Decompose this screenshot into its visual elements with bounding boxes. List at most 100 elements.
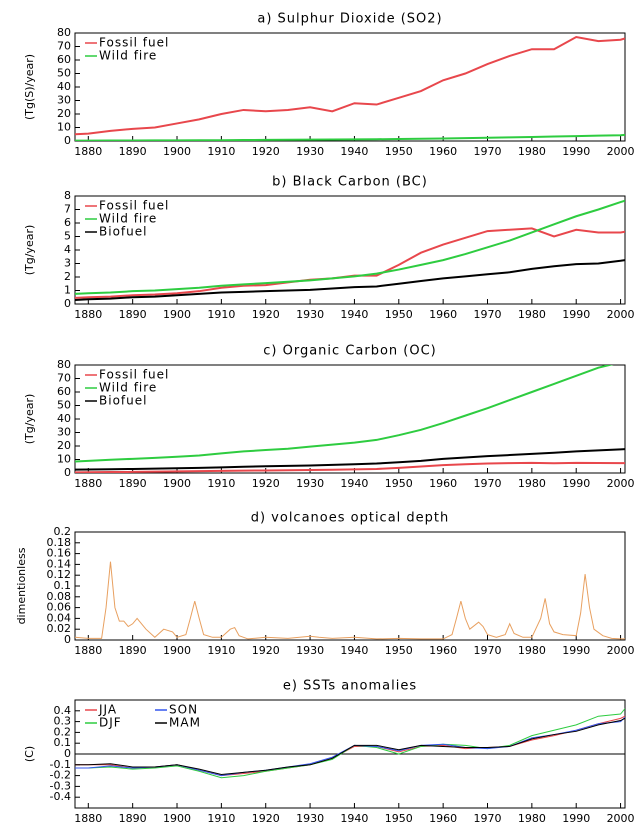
x-tick-label: 1950 bbox=[385, 644, 413, 657]
legend-label: Wild fire bbox=[99, 212, 157, 226]
x-tick-label: 1890 bbox=[119, 145, 147, 158]
y-tick-label: 0.14 bbox=[47, 557, 72, 570]
y-tick-label: 6 bbox=[64, 216, 71, 229]
x-tick-label: 1890 bbox=[119, 644, 147, 657]
legend-label: Wild fire bbox=[99, 381, 157, 395]
x-tick-label: 1950 bbox=[385, 477, 413, 490]
y-tick-label: 20 bbox=[57, 439, 71, 452]
legend-label: DJF bbox=[99, 716, 122, 730]
legend-label: JJA bbox=[98, 703, 117, 717]
y-tick-label: 0.08 bbox=[47, 590, 72, 603]
x-tick-label: 1940 bbox=[340, 308, 368, 321]
y-tick-label: 3 bbox=[64, 257, 71, 270]
y-tick-label: 5 bbox=[64, 230, 71, 243]
y-tick-label: 0 bbox=[64, 747, 71, 760]
x-tick-label: 1960 bbox=[429, 308, 457, 321]
panel-title: c) Organic Carbon (OC) bbox=[263, 344, 436, 359]
y-tick-label: 70 bbox=[57, 40, 71, 53]
x-tick-label: 1940 bbox=[340, 644, 368, 657]
y-tick-label: 10 bbox=[57, 453, 71, 466]
x-tick-label: 1880 bbox=[74, 145, 102, 158]
y-tick-label: 80 bbox=[57, 358, 71, 371]
x-tick-label: 1950 bbox=[385, 812, 413, 823]
x-tick-label: 1920 bbox=[252, 644, 280, 657]
x-tick-label: 1930 bbox=[296, 644, 324, 657]
y-tick-label: 20 bbox=[57, 107, 71, 120]
legend-label: Fossil fuel bbox=[99, 199, 169, 213]
y-tick-label: -0.2 bbox=[50, 769, 71, 782]
y-tick-label: 0 bbox=[64, 297, 71, 310]
x-tick-label: 1970 bbox=[474, 308, 502, 321]
y-tick-label: 50 bbox=[57, 67, 71, 80]
y-tick-label: 40 bbox=[57, 412, 71, 425]
panel-title: e) SSTs anomalies bbox=[283, 679, 417, 694]
x-tick-label: 1880 bbox=[74, 644, 102, 657]
x-tick-label: 1980 bbox=[518, 644, 546, 657]
y-tick-label: 0.2 bbox=[54, 725, 72, 738]
x-tick-label: 1880 bbox=[74, 812, 102, 823]
y-axis-label: (C) bbox=[23, 746, 36, 762]
y-tick-label: -0.1 bbox=[50, 758, 71, 771]
series-line bbox=[75, 461, 625, 473]
x-tick-label: 1880 bbox=[74, 477, 102, 490]
x-tick-label: 1900 bbox=[163, 477, 191, 490]
x-tick-label: 1930 bbox=[296, 477, 324, 490]
x-tick-label: 1960 bbox=[429, 644, 457, 657]
legend-label: SON bbox=[169, 703, 198, 717]
x-tick-label: 1960 bbox=[429, 145, 457, 158]
legend-label: Fossil fuel bbox=[99, 36, 169, 50]
y-tick-label: 80 bbox=[57, 26, 71, 39]
y-tick-label: 30 bbox=[57, 426, 71, 439]
y-tick-label: 0.2 bbox=[54, 525, 72, 538]
y-tick-label: 70 bbox=[57, 372, 71, 385]
x-tick-label: 1990 bbox=[562, 477, 590, 490]
x-tick-label: 1910 bbox=[207, 812, 235, 823]
y-tick-label: -0.4 bbox=[50, 790, 71, 803]
y-tick-label: 60 bbox=[57, 385, 71, 398]
x-tick-label: 1970 bbox=[474, 145, 502, 158]
x-tick-label: 1930 bbox=[296, 812, 324, 823]
x-tick-label: 1900 bbox=[163, 308, 191, 321]
y-tick-label: 0 bbox=[64, 134, 71, 147]
legend-label: Biofuel bbox=[99, 394, 147, 408]
x-tick-label: 1900 bbox=[163, 145, 191, 158]
x-tick-label: 2000 bbox=[607, 308, 635, 321]
x-tick-label: 1900 bbox=[163, 812, 191, 823]
y-tick-label: 0.4 bbox=[54, 704, 72, 717]
panel-title: a) Sulphur Dioxide (SO2) bbox=[257, 12, 442, 27]
x-tick-label: 1980 bbox=[518, 308, 546, 321]
x-tick-label: 1980 bbox=[518, 477, 546, 490]
x-tick-label: 1930 bbox=[296, 308, 324, 321]
x-tick-label: 1890 bbox=[119, 477, 147, 490]
x-tick-label: 1900 bbox=[163, 644, 191, 657]
x-tick-label: 2000 bbox=[607, 145, 635, 158]
series-line bbox=[75, 133, 625, 141]
y-tick-label: 4 bbox=[64, 243, 71, 256]
series-line bbox=[75, 561, 625, 640]
x-tick-label: 1890 bbox=[119, 308, 147, 321]
x-tick-label: 1950 bbox=[385, 308, 413, 321]
x-tick-label: 2000 bbox=[607, 812, 635, 823]
x-tick-label: 2000 bbox=[607, 644, 635, 657]
x-tick-label: 1920 bbox=[252, 145, 280, 158]
y-axis-label: (Tg/year) bbox=[23, 225, 36, 276]
y-tick-label: 60 bbox=[57, 53, 71, 66]
series-line bbox=[75, 708, 625, 779]
x-tick-label: 1950 bbox=[385, 145, 413, 158]
x-tick-label: 1970 bbox=[474, 644, 502, 657]
x-tick-label: 1970 bbox=[474, 477, 502, 490]
y-tick-label: 50 bbox=[57, 399, 71, 412]
y-tick-label: 0.02 bbox=[47, 622, 72, 635]
series-line bbox=[75, 365, 614, 463]
series-line bbox=[75, 199, 625, 295]
x-tick-label: 1920 bbox=[252, 477, 280, 490]
series-line bbox=[75, 36, 625, 136]
y-axis-label: dimentionless bbox=[15, 547, 28, 624]
x-tick-label: 2000 bbox=[607, 477, 635, 490]
x-tick-label: 1910 bbox=[207, 644, 235, 657]
legend-label: MAM bbox=[169, 716, 201, 730]
x-tick-label: 1970 bbox=[474, 812, 502, 823]
x-tick-label: 1910 bbox=[207, 308, 235, 321]
x-tick-label: 1920 bbox=[252, 308, 280, 321]
